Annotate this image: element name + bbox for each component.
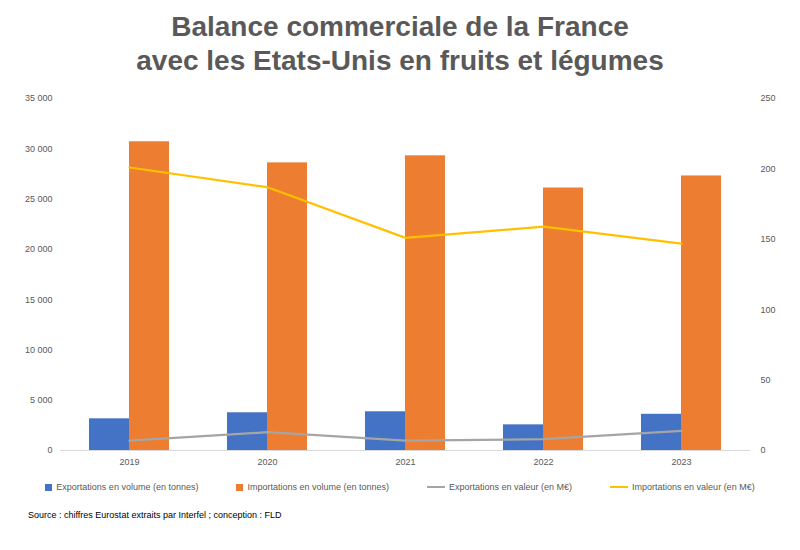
svg-text:150: 150 (761, 234, 776, 244)
svg-text:2020: 2020 (257, 457, 277, 467)
svg-text:25 000: 25 000 (25, 194, 53, 204)
svg-text:2023: 2023 (671, 457, 691, 467)
svg-text:0: 0 (47, 445, 52, 455)
html-text:Exportations en volume (en ton: Exportations en volume (en tonnes) (56, 482, 199, 492)
svg-text:2022: 2022 (533, 457, 553, 467)
svg-text:15 000: 15 000 (25, 295, 53, 305)
svg-text:0: 0 (761, 445, 766, 455)
svg-text:100: 100 (761, 305, 776, 315)
html-text:Balance commerciale de la Fran: Balance commerciale de la France avec le… (136, 11, 664, 76)
html-text:Source : chiffres Eurostat ext: Source : chiffres Eurostat extraits par … (28, 510, 282, 520)
svg-text:200: 200 (761, 164, 776, 174)
svg-text:50: 50 (761, 375, 771, 385)
svg-text:35 000: 35 000 (25, 93, 53, 103)
html-text:Importations en volume (en ton: Importations en volume (en tonnes) (247, 482, 389, 492)
svg-text:20 000: 20 000 (25, 244, 53, 254)
html-text:Exportations en valeur (en M€): Exportations en valeur (en M€) (449, 482, 573, 492)
svg-text:30 000: 30 000 (25, 144, 53, 154)
svg-text:10 000: 10 000 (25, 345, 53, 355)
html-text:Importations en valeur (en M€): Importations en valeur (en M€) (632, 482, 755, 492)
svg-text:5 000: 5 000 (30, 395, 53, 405)
svg-text:250: 250 (761, 93, 776, 103)
svg-text:2021: 2021 (395, 457, 415, 467)
svg-text:2019: 2019 (119, 457, 139, 467)
